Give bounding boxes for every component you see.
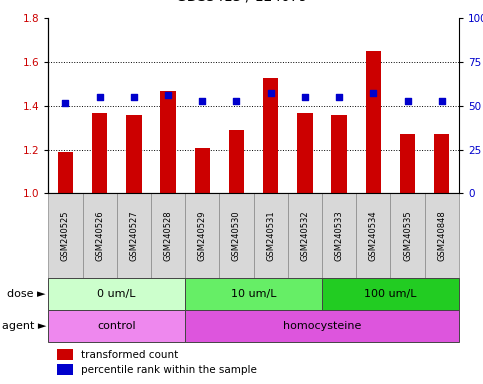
Bar (185, 311, 459, 343)
Bar (83, 194, 117, 278)
Text: GSM240848: GSM240848 (437, 210, 446, 262)
Bar (322, 278, 459, 311)
Bar (185, 194, 219, 278)
Text: GSM240533: GSM240533 (335, 210, 343, 262)
Text: GSM240526: GSM240526 (95, 211, 104, 261)
Text: GSM240534: GSM240534 (369, 211, 378, 261)
Bar (254, 194, 288, 278)
Text: percentile rank within the sample: percentile rank within the sample (81, 365, 257, 375)
Bar (117, 194, 151, 278)
Bar (57, 364, 73, 375)
Text: GSM240530: GSM240530 (232, 211, 241, 261)
Bar (92, 113, 107, 194)
Point (164, 92, 172, 98)
Bar (48, 311, 185, 343)
Bar (390, 194, 425, 278)
Text: GSM240529: GSM240529 (198, 211, 207, 261)
Point (61, 99, 69, 106)
Bar (297, 113, 313, 194)
Text: GDS3413 / 124079: GDS3413 / 124079 (176, 0, 307, 3)
Text: GSM240535: GSM240535 (403, 211, 412, 261)
Text: GSM240525: GSM240525 (61, 211, 70, 261)
Text: 10 um/L: 10 um/L (231, 290, 276, 300)
Bar (322, 194, 356, 278)
Text: homocysteine: homocysteine (283, 321, 361, 331)
Point (233, 98, 241, 104)
Point (301, 94, 309, 100)
Bar (48, 194, 83, 278)
Bar (434, 134, 450, 194)
Text: 100 um/L: 100 um/L (364, 290, 417, 300)
Bar (366, 51, 381, 194)
Point (369, 90, 377, 96)
Text: transformed count: transformed count (81, 350, 178, 360)
Bar (425, 194, 459, 278)
Point (335, 94, 343, 100)
Text: GSM240532: GSM240532 (300, 211, 310, 261)
Bar (185, 278, 322, 311)
Text: GSM240528: GSM240528 (164, 211, 172, 261)
Point (96, 94, 103, 100)
Bar (288, 194, 322, 278)
Bar (57, 152, 73, 194)
Text: control: control (98, 321, 136, 331)
Bar (57, 349, 73, 360)
Bar (160, 91, 176, 194)
Bar (356, 194, 390, 278)
Bar (151, 194, 185, 278)
Point (199, 98, 206, 104)
Bar (400, 134, 415, 194)
Text: GSM240531: GSM240531 (266, 211, 275, 261)
Bar (195, 147, 210, 194)
Point (438, 98, 446, 104)
Point (267, 90, 274, 96)
Point (404, 98, 412, 104)
Text: dose ►: dose ► (7, 290, 46, 300)
Bar (219, 194, 254, 278)
Bar (331, 115, 347, 194)
Bar (229, 130, 244, 194)
Text: GSM240527: GSM240527 (129, 211, 138, 261)
Point (130, 94, 138, 100)
Bar (263, 78, 278, 194)
Text: agent ►: agent ► (1, 321, 46, 331)
Bar (126, 115, 142, 194)
Text: 0 um/L: 0 um/L (98, 290, 136, 300)
Bar (48, 278, 185, 311)
